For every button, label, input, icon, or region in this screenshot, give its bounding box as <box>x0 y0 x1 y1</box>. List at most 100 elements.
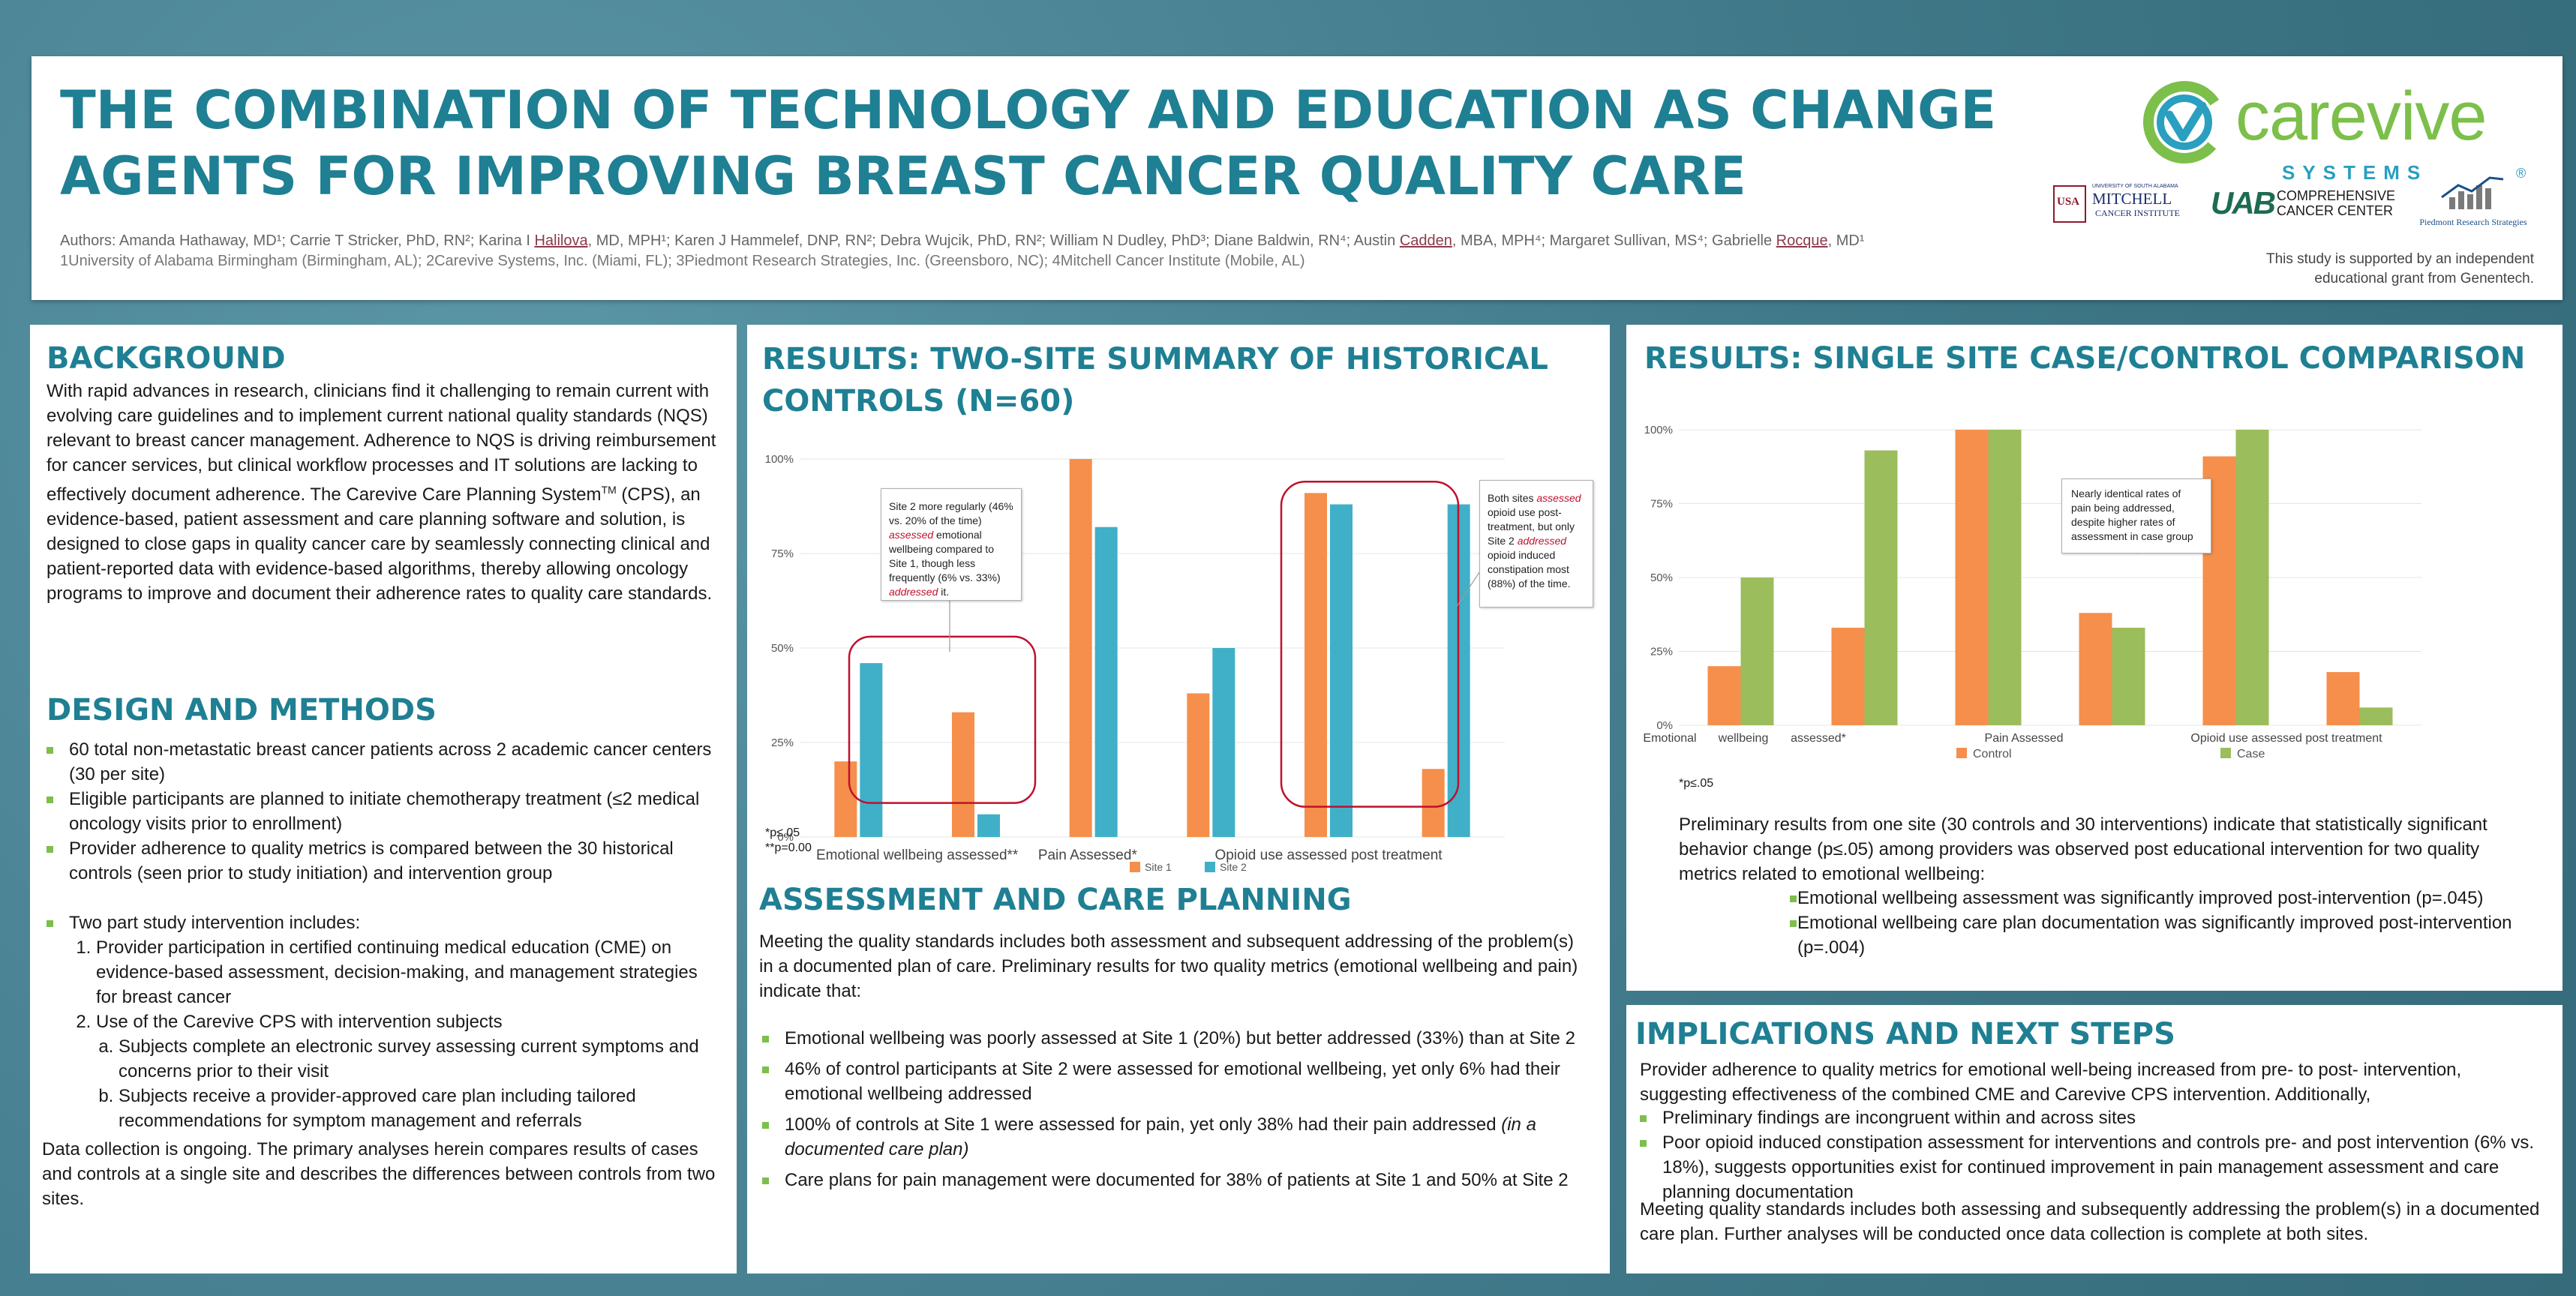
chart1-footnotes: *p≤.05 **p=0.00 <box>765 826 812 856</box>
pain-callout: Nearly identical rates of pain being add… <box>2061 478 2211 554</box>
chart1-legend-swatch <box>1205 862 1215 872</box>
usa-text: USA <box>2057 196 2080 208</box>
chart1-bar-site-1 <box>1069 459 1092 837</box>
single-site-bullets: Emotional wellbeing assessment was signi… <box>1787 886 2537 960</box>
chart1-x-category-label: Opioid use assessed post treatment <box>1214 848 1443 863</box>
data-collection-text: Data collection is ongoing. The primary … <box>42 1139 716 1209</box>
chart2-legend-swatch <box>1956 748 1967 758</box>
uab-line-1: COMPREHENSIVE <box>2277 188 2396 203</box>
assessment-bullet: Care plans for pain management were docu… <box>759 1168 1592 1192</box>
title-line-2: AGENTS FOR IMPROVING BREAST CANCER QUALI… <box>60 146 1746 207</box>
design-bullet: Provider adherence to quality metrics is… <box>44 836 719 886</box>
design-bullet: 60 total non-metastatic breast cancer pa… <box>44 737 719 787</box>
author-halilova: Halilova <box>534 232 588 249</box>
results-single-site-panel: RESULTS: SINGLE SITE CASE/CONTROL COMPAR… <box>1626 325 2562 991</box>
poster-title: THE COMBINATION OF TECHNOLOGY AND EDUCAT… <box>60 77 2010 209</box>
title-line-1: THE COMBINATION OF TECHNOLOGY AND EDUCAT… <box>60 80 1997 141</box>
results-two-site-heading-l1: RESULTS: TWO-SITE SUMMARY OF HISTORICAL <box>762 342 1548 376</box>
chart1-bar-site-2 <box>1094 526 1118 837</box>
chart1-x-category-label: Pain Assessed* <box>1038 848 1138 863</box>
callout-left-text-c: it. <box>938 586 950 598</box>
chart1-bar-site-2 <box>860 663 883 837</box>
chart2-y-tick-label: 75% <box>1650 498 1673 511</box>
assessment-bullet-3-text: 100% of controls at Site 1 were assessed… <box>785 1114 1502 1135</box>
design-bullets: 60 total non-metastatic breast cancer pa… <box>44 737 719 886</box>
chart2-bar-case <box>1864 450 1898 725</box>
chart1-y-tick-label: 75% <box>771 548 794 560</box>
poster-header: THE COMBINATION OF TECHNOLOGY AND EDUCAT… <box>32 56 2562 300</box>
chart2-y-tick-label: 100% <box>1644 424 1673 436</box>
callout-left-addressed: addressed <box>889 586 938 598</box>
chart2-legend-swatch <box>2220 748 2231 758</box>
authors-mid-2: , MBA, MPH⁴; Margaret Sullivan, MS⁴; Gab… <box>1452 232 1776 249</box>
implications-bullets: Preliminary findings are incongruent wit… <box>1637 1106 2544 1204</box>
background-text-a: With rapid advances in research, clinici… <box>47 381 716 505</box>
chart2-legend-label: Case <box>2237 748 2265 760</box>
author-rocque: Rocque <box>1776 232 1828 249</box>
chart1-callout-pointer <box>1456 572 1480 607</box>
callout-right-addressed: addressed <box>1517 535 1567 547</box>
background-text-b: (CPS), an evidence-based, patient assess… <box>47 484 713 604</box>
chart2-x-category-label: Opioid use assessed post treatment <box>2190 732 2382 745</box>
callout-right-text-c: opioid induced constipation most (88%) o… <box>1488 549 1571 590</box>
prs-name: Piedmont Research Strategies <box>2419 217 2527 227</box>
chart2-x-category-label: wellbeing <box>1718 732 1769 745</box>
results-single-site-heading: RESULTS: SINGLE SITE CASE/CONTROL COMPAR… <box>1644 341 2526 376</box>
mci-name-2: CANCER INSTITUTE <box>2095 208 2180 218</box>
single-site-text: Preliminary results from one site (30 co… <box>1679 814 2487 884</box>
sub-item: Subjects receive a provider-approved car… <box>119 1084 719 1133</box>
author-cadden: Cadden <box>1399 232 1452 249</box>
callout-right-text-a: Both sites <box>1488 492 1537 504</box>
single-site-bullet: Emotional wellbeing assessment was signi… <box>1787 886 2537 910</box>
chart2-bar-case <box>2235 430 2269 725</box>
authors-mid-1: , MD, MPH¹; Karen J Hammelef, DNP, RN²; … <box>587 232 1400 249</box>
design-content: 60 total non-metastatic breast cancer pa… <box>44 737 719 1133</box>
piedmont-research-logo: Piedmont Research Strategies <box>2406 175 2541 235</box>
step-2-subitems: Subjects complete an electronic survey a… <box>96 1034 719 1133</box>
registered-mark: ® <box>2516 166 2526 181</box>
chart2-x-category-label: Emotional <box>1643 732 1696 745</box>
chart1-bar-site-1 <box>1187 693 1210 837</box>
assessment-bullets: Emotional wellbeing was poorly assessed … <box>759 1026 1592 1192</box>
footnote-2: **p=0.00 <box>765 842 812 854</box>
carevive-mark-icon <box>2143 81 2226 164</box>
authors-suffix: , MD¹ <box>1827 232 1865 249</box>
single-site-bullet: Emotional wellbeing care plan documentat… <box>1787 910 2537 960</box>
chart2-x-category-label: Pain Assessed <box>1985 732 2064 745</box>
opioid-callout: Both sites assessed opioid use post-trea… <box>1479 480 1593 608</box>
background-panel: BACKGROUND With rapid advances in resear… <box>30 325 737 1274</box>
chart2-x-category-label: assessed* <box>1791 732 1846 745</box>
sub-item: Subjects complete an electronic survey a… <box>119 1034 719 1084</box>
chart2-footnote: *p≤.05 <box>1679 777 1714 790</box>
chart2-legend-label: Control <box>1973 748 2012 760</box>
chart1-legend-label: Site 1 <box>1145 861 1172 873</box>
results-two-site-panel: RESULTS: TWO-SITE SUMMARY OF HISTORICAL … <box>747 325 1610 1274</box>
chart1-bar-site-1 <box>834 761 857 837</box>
two-part-list: Two part study intervention includes: Pr… <box>44 910 719 1133</box>
site-comparison-callout: Site 2 more regularly (46% vs. 20% of th… <box>881 488 1022 601</box>
chart1-bar-site-1 <box>952 712 974 837</box>
mci-name-1: MITCHELL <box>2092 190 2172 208</box>
chart2-bar-case <box>1740 578 1774 725</box>
chart1-highlight-emotional <box>848 635 1037 804</box>
implications-intro: Provider adherence to quality metrics fo… <box>1640 1060 2462 1105</box>
bar-chart-icon <box>2441 176 2504 209</box>
design-bullet: Eligible participants are planned to ini… <box>44 787 719 836</box>
assessment-bullet-3-italic: (in a documented care plan) <box>785 1114 1536 1160</box>
two-part-text: Two part study intervention includes: <box>69 913 361 933</box>
callout-right-assessed: assessed <box>1536 492 1581 504</box>
chart1-bar-site-2 <box>977 814 1000 837</box>
uab-comprehensive-cancer-center-logo: UAB COMPREHENSIVE CANCER CENTER <box>2211 185 2436 223</box>
implications-bullet: Poor opioid induced constipation assessm… <box>1637 1130 2544 1204</box>
chart1-legend-swatch <box>1130 862 1140 872</box>
affiliations: 1University of Alabama Birmingham (Birmi… <box>60 253 1305 269</box>
chart1-bar-site-1 <box>1305 493 1327 837</box>
step-item: Provider participation in certified cont… <box>96 935 719 1010</box>
chart1-bar-site-2 <box>1330 504 1353 837</box>
callout-left-text-b: emotional wellbeing compared to Site 1, … <box>889 529 1001 584</box>
step-2-text: Use of the Carevive CPS with interventio… <box>96 1012 503 1032</box>
carevive-wordmark: carevive <box>2235 78 2487 154</box>
chart1-legend-label: Site 2 <box>1220 861 1247 873</box>
assessment-bullet: Emotional wellbeing was poorly assessed … <box>759 1026 1592 1051</box>
uab-line-2: CANCER CENTER <box>2277 203 2394 218</box>
